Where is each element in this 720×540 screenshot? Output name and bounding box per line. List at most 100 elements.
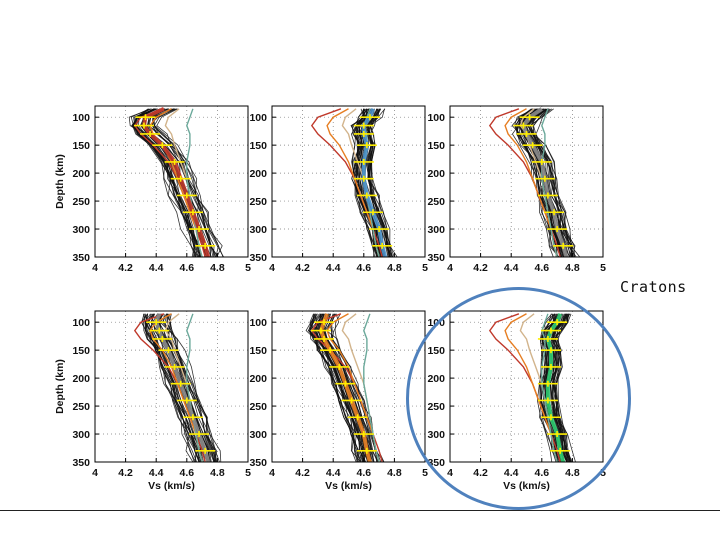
ensemble-profile	[514, 108, 560, 257]
x-axis-label: Vs (km/s)	[325, 480, 372, 492]
y-tick-label: 150	[72, 345, 90, 357]
x-tick-label: 5	[600, 467, 606, 479]
y-tick-label: 250	[427, 196, 445, 208]
x-tick-label: 4.8	[387, 262, 402, 274]
ensemble-profile	[553, 313, 576, 462]
y-tick-label: 200	[427, 373, 445, 385]
x-tick-label: 4	[269, 262, 275, 274]
x-tick-label: 4.8	[565, 262, 580, 274]
x-tick-label: 4.6	[179, 262, 194, 274]
profiles	[133, 313, 222, 462]
y-tick-label: 300	[249, 224, 267, 236]
ensemble-profile	[133, 108, 196, 257]
axes-frame	[271, 105, 426, 258]
y-axis-label: Depth (km)	[54, 359, 66, 414]
y-tick-label: 350	[72, 252, 90, 264]
ensemble-profile	[367, 108, 391, 257]
x-tick-label: 4.4	[504, 262, 519, 274]
y-tick-label: 300	[249, 429, 267, 441]
profiles	[488, 313, 576, 462]
ensemble-profile	[158, 313, 216, 462]
ensemble-profile	[148, 108, 212, 257]
cratons-highlight-ellipse	[406, 287, 631, 510]
ensemble-profile	[317, 313, 369, 462]
chart-panel-top-left: 4 4.2 4.4 4.6 4.8 5 100 150 200 250 300 350 Depth (k…	[54, 105, 251, 274]
x-tick-label: 4.2	[473, 262, 488, 274]
x-tick-label: 4.6	[534, 262, 549, 274]
ensemble-profile	[517, 108, 558, 257]
x-tick-label: 4.4	[504, 467, 519, 479]
y-tick-label: 200	[249, 168, 267, 180]
y-tick-label: 100	[427, 112, 445, 124]
x-tick-label: 4.4	[149, 262, 164, 274]
x-tick-label: 4.2	[473, 467, 488, 479]
y-tick-label: 150	[249, 345, 267, 357]
y-tick-label: 250	[249, 401, 267, 413]
profiles	[305, 313, 385, 462]
x-tick-label: 4.2	[295, 467, 310, 479]
ensemble-profile	[163, 313, 218, 462]
ensemble-profile	[350, 108, 380, 257]
axes-frame	[449, 310, 604, 463]
ensemble-profile	[542, 313, 558, 462]
x-tick-label: 4	[447, 262, 453, 274]
x-tick-label: 4.6	[179, 467, 194, 479]
ensemble-profile	[168, 313, 216, 462]
y-tick-label: 300	[72, 429, 90, 441]
y-tick-label: 150	[249, 140, 267, 152]
ensemble-profile	[549, 313, 568, 462]
profiles	[488, 107, 581, 257]
ensemble-profile	[319, 313, 368, 462]
x-tick-label: 4	[92, 467, 98, 479]
ensemble-profile	[316, 313, 365, 462]
x-tick-label: 4.2	[118, 467, 133, 479]
ensemble-profile	[554, 313, 572, 462]
x-tick-label: 4.4	[326, 467, 341, 479]
ensemble-profile	[166, 313, 222, 462]
ensemble-profile	[323, 313, 375, 462]
y-axis-label: Depth (km)	[54, 154, 66, 209]
x-tick-label: 4.8	[565, 467, 580, 479]
reference-4-curve	[186, 313, 203, 462]
x-tick-label: 5	[245, 467, 251, 479]
x-tick-label: 4.6	[356, 262, 371, 274]
y-tick-label: 350	[249, 252, 267, 264]
profiles	[128, 106, 224, 257]
y-tick-label: 300	[427, 429, 445, 441]
ensemble-profile	[535, 108, 581, 257]
ensemble-profile	[133, 108, 201, 257]
ensemble-profile	[552, 313, 572, 462]
y-tick-label: 100	[249, 317, 267, 329]
ensemble-profile	[131, 108, 197, 257]
ensemble-profile	[312, 313, 366, 462]
chart-panel-top-middle: 4 4.2 4.4 4.6 4.8 5 100 150 200 250 300 350	[249, 105, 428, 274]
y-tick-label: 250	[72, 401, 90, 413]
ensemble-profile	[530, 108, 573, 257]
x-tick-label: 4.2	[295, 262, 310, 274]
x-tick-label: 4	[447, 467, 453, 479]
ensemble-profile	[352, 108, 375, 257]
y-tick-label: 200	[72, 168, 90, 180]
ensemble-profile	[369, 108, 394, 257]
chart-panel-bottom-middle: 4 4.2 4.4 4.6 4.8 5 100 150 200 250 300 350 Vs (km/s…	[249, 310, 428, 492]
cratons-annotation: Cratons	[620, 278, 687, 296]
y-tick-label: 250	[427, 401, 445, 413]
axes-frame	[449, 105, 604, 258]
ensemble-profile	[140, 313, 194, 462]
x-tick-label: 4.8	[210, 262, 225, 274]
ensemble-profile	[527, 108, 573, 257]
profiles	[310, 108, 398, 257]
footer-rule	[0, 510, 720, 511]
y-tick-label: 100	[72, 317, 90, 329]
y-tick-label: 200	[249, 373, 267, 385]
axes-frame	[271, 310, 426, 463]
ensemble-profile	[153, 108, 224, 257]
chart-panel-bottom-left: 4 4.2 4.4 4.6 4.8 5 100 150 200 250 300 350 Vs (km/s…	[54, 310, 251, 492]
x-tick-label: 4.8	[210, 467, 225, 479]
y-tick-label: 350	[249, 457, 267, 469]
y-tick-label: 100	[249, 112, 267, 124]
axes-frame	[94, 105, 249, 258]
x-axis-label: Vs (km/s)	[503, 480, 550, 492]
y-tick-label: 350	[427, 252, 445, 264]
